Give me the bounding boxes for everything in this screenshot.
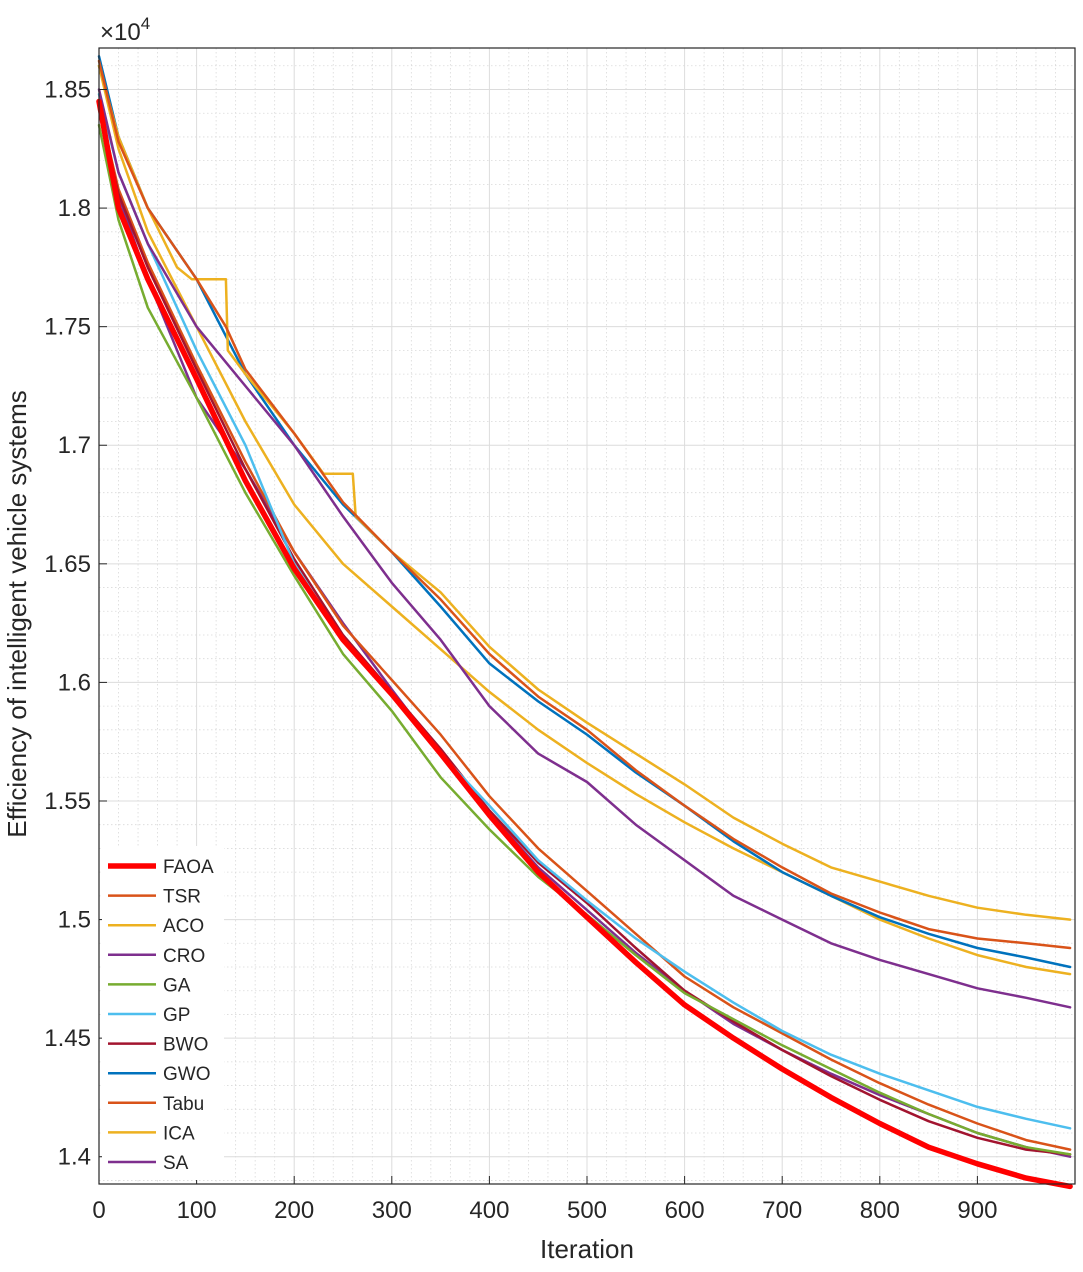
series-line-cro	[97, 88, 1072, 1009]
x-tick-label: 500	[567, 1197, 607, 1224]
legend-label-sa: SA	[163, 1153, 189, 1174]
x-axis-title: Iteration	[540, 1234, 634, 1264]
y-tick-label: 1.65	[44, 551, 91, 578]
series-line-bwo	[97, 107, 1072, 1156]
legend-label-ga: GA	[163, 975, 191, 996]
y-tick-label: 1.7	[58, 432, 91, 459]
x-tick-label: 800	[860, 1197, 900, 1224]
legend-label-tsr: TSR	[163, 887, 201, 908]
series-line-gwo	[97, 55, 1072, 969]
series-line-tabu	[97, 104, 1072, 1151]
y-tick-label: 1.75	[44, 314, 91, 341]
y-tick-label: 1.85	[44, 77, 91, 104]
y-tick-label: 1.45	[44, 1025, 91, 1052]
legend-label-gp: GP	[163, 1005, 190, 1026]
x-axis-ticks: 0 100 200 300 400 500 600 700 800 900	[92, 1176, 997, 1224]
x-tick-label: 0	[92, 1197, 105, 1224]
series-line-ica	[97, 64, 1072, 976]
y-axis-ticks: 1.4 1.45 1.5 1.55 1.6 1.65 1.7 1.75 1.8 1.85	[44, 77, 107, 1171]
legend-label-aco: ACO	[163, 916, 204, 937]
legend-label-bwo: BWO	[163, 1035, 208, 1056]
series-line-faoa	[96, 98, 1073, 1190]
legend-label-tabu: Tabu	[163, 1094, 204, 1115]
series-line-gp	[97, 92, 1072, 1130]
y-axis-title: Efficiency of intelligent vehicle system…	[2, 390, 32, 838]
y-tick-label: 1.6	[58, 669, 91, 696]
x-tick-label: 700	[762, 1197, 802, 1224]
x-tick-label: 900	[957, 1197, 997, 1224]
series-line-tsr	[97, 59, 1072, 950]
x-tick-label: 400	[469, 1197, 509, 1224]
y-multiplier-label: ×104	[100, 14, 150, 46]
legend-label-faoa: FAOA	[163, 857, 214, 878]
y-multiplier-exponent: 4	[141, 14, 150, 33]
series-layer	[96, 55, 1073, 1190]
x-tick-label: 600	[665, 1197, 705, 1224]
major-grid	[99, 48, 1075, 1184]
legend: FAOA TSR ACO CRO GA GP BWO GWO Tabu ICA SA	[102, 846, 224, 1180]
x-tick-label: 100	[177, 1197, 217, 1224]
legend-label-cro: CRO	[163, 946, 205, 967]
y-tick-label: 1.4	[58, 1144, 91, 1171]
y-tick-label: 1.55	[44, 788, 91, 815]
legend-label-ica: ICA	[163, 1123, 195, 1144]
legend-label-gwo: GWO	[163, 1064, 211, 1085]
y-tick-label: 1.5	[58, 907, 91, 934]
x-tick-label: 200	[274, 1197, 314, 1224]
x-tick-label: 300	[372, 1197, 412, 1224]
y-tick-label: 1.8	[58, 195, 91, 222]
